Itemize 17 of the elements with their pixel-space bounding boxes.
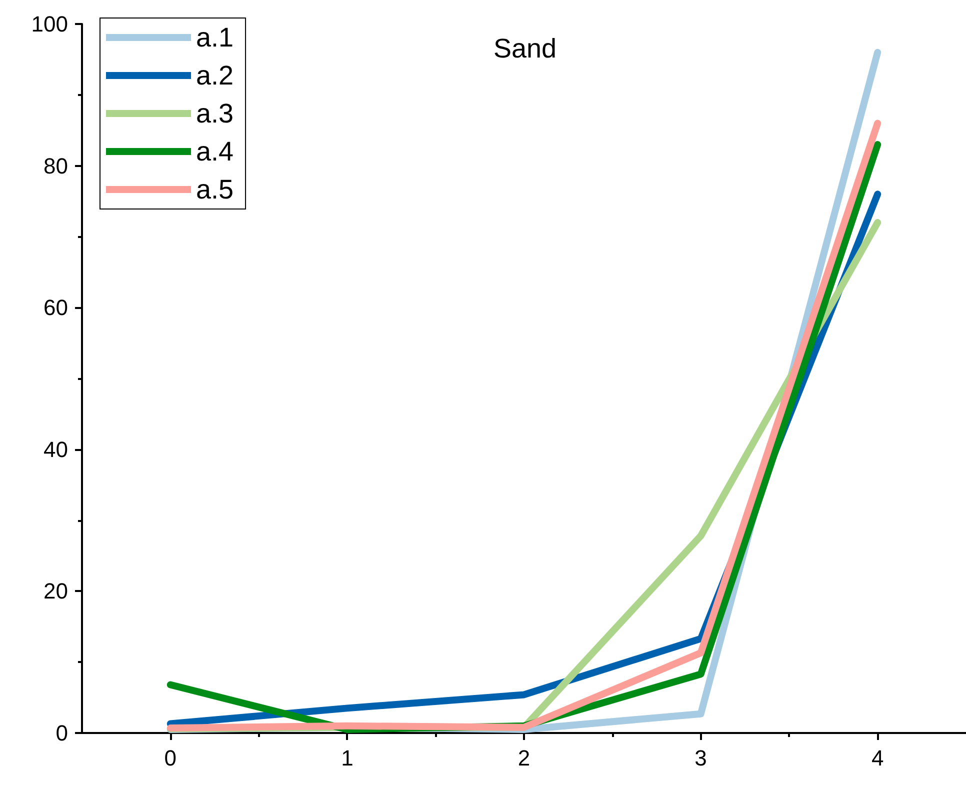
legend-label: a.2 xyxy=(196,60,234,90)
x-tick-label: 3 xyxy=(694,746,707,770)
legend-label: a.1 xyxy=(196,22,234,52)
y-tick-label: 60 xyxy=(44,295,68,320)
chart-title: Sand xyxy=(493,34,557,64)
x-tick-label: 1 xyxy=(341,746,354,770)
x-tick-label: 4 xyxy=(871,746,884,770)
legend-label: a.3 xyxy=(196,98,234,128)
legend-label: a.4 xyxy=(196,136,234,166)
y-tick-label: 0 xyxy=(56,720,68,746)
x-tick-label: 0 xyxy=(164,746,177,770)
legend-label: a.5 xyxy=(196,174,234,204)
y-tick-label: 40 xyxy=(44,436,68,462)
y-tick-label: 20 xyxy=(44,578,68,604)
y-tick-label: 80 xyxy=(44,153,68,178)
y-tick-label: 100 xyxy=(31,12,68,36)
x-tick-label: 2 xyxy=(518,746,530,770)
